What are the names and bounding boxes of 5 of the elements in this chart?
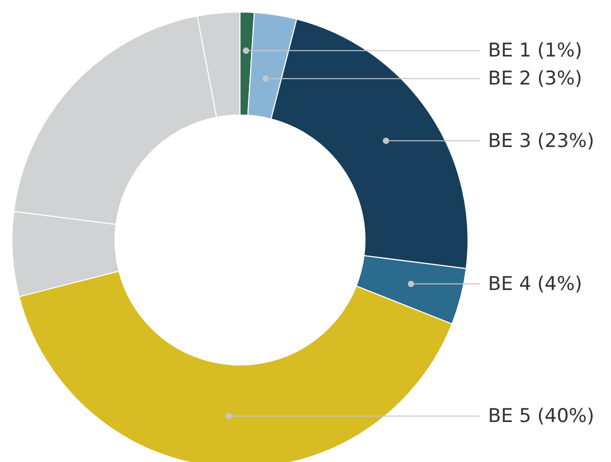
- slice-label: BE 4 (4%): [488, 272, 582, 295]
- slice-label: BE 2 (3%): [488, 68, 582, 90]
- slice-label: BE 1 (1%): [488, 40, 582, 62]
- slice-label: BE 3 (23%): [488, 130, 594, 152]
- slice-label: BE 5 (40%): [488, 405, 594, 428]
